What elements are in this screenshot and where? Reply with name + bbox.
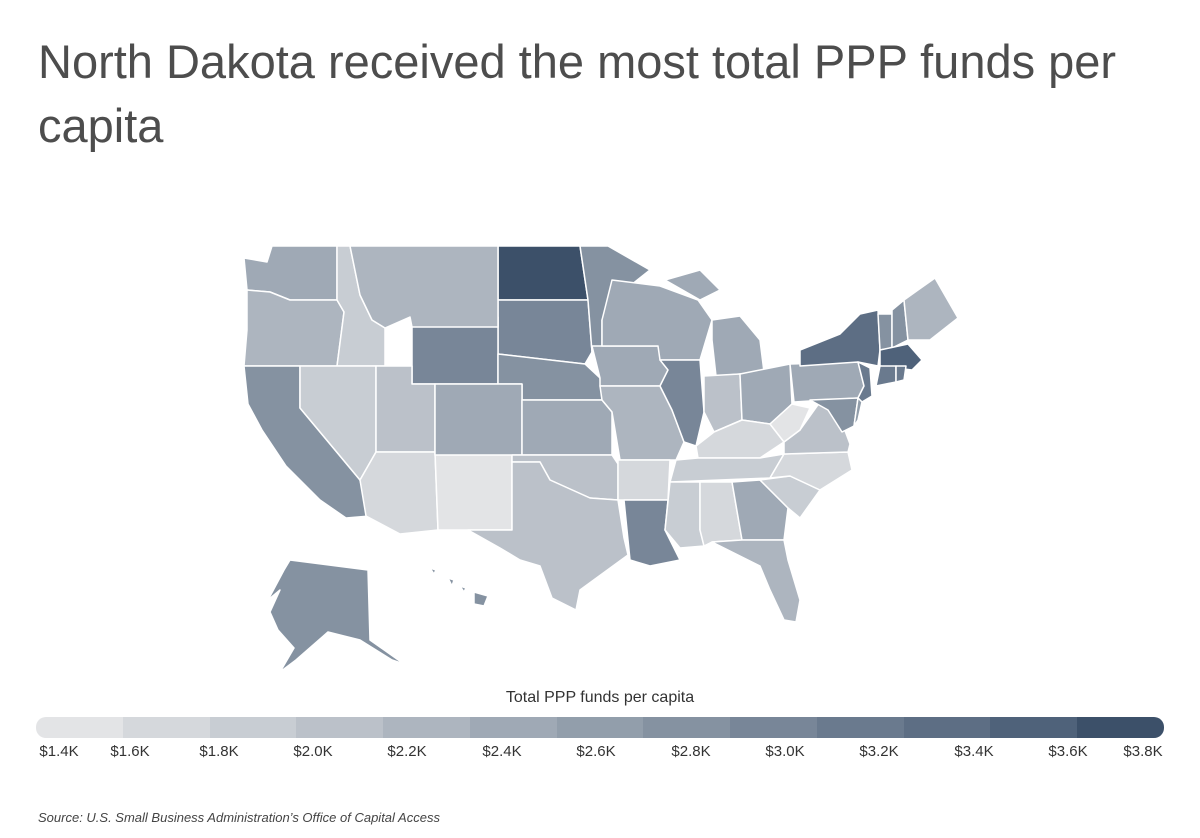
state-ct — [875, 365, 897, 387]
state-nd — [497, 245, 589, 301]
legend-tick-label: $1.4K — [39, 743, 79, 760]
state-wv — [769, 403, 811, 443]
state-ny — [799, 309, 881, 367]
legend-color-step — [36, 717, 123, 738]
legend-color-step — [903, 717, 991, 738]
state-ia — [591, 345, 669, 387]
state-or — [243, 289, 345, 367]
state-ri — [895, 365, 907, 383]
state-md — [809, 397, 859, 433]
legend-color-step — [990, 717, 1078, 738]
state-ks — [521, 399, 613, 456]
state-co — [434, 383, 523, 456]
legend-tick-label: $1.6K — [110, 743, 150, 760]
state-nm — [434, 451, 513, 531]
state-tx — [467, 461, 629, 611]
legend-tick-label: $2.8K — [671, 743, 711, 760]
state-ms — [664, 481, 705, 549]
state-fl — [711, 539, 801, 623]
legend-color-step — [383, 717, 470, 738]
legend-tick-label: $3.2K — [859, 743, 899, 760]
legend-tick-label: $2.6K — [576, 743, 616, 760]
legend-color-step — [1077, 717, 1164, 738]
state-vt — [877, 313, 893, 351]
legend-color-step — [209, 717, 297, 738]
state-ak — [267, 559, 405, 673]
state-tn — [669, 453, 785, 483]
legend-color-step — [643, 717, 731, 738]
legend-tick-label: $3.6K — [1048, 743, 1088, 760]
legend-color-step — [122, 717, 210, 738]
legend-tick-label: $3.0K — [765, 743, 805, 760]
state-il — [659, 359, 705, 447]
legend-color-scale — [36, 717, 1164, 738]
legend-color-step — [469, 717, 557, 738]
us-choropleth-map — [243, 245, 959, 673]
legend-color-step — [816, 717, 904, 738]
legend-title: Total PPP funds per capita — [505, 689, 695, 706]
legend-color-step — [556, 717, 644, 738]
state-de — [853, 397, 863, 427]
legend-tick-label: $2.4K — [482, 743, 522, 760]
legend-color-step — [296, 717, 384, 738]
state-az — [359, 451, 439, 535]
state-ar — [617, 459, 671, 501]
legend-tick-label: $3.8K — [1123, 743, 1163, 760]
legend-tick-label: $2.2K — [387, 743, 427, 760]
state-hi — [429, 567, 489, 607]
legend-tick-label: $3.4K — [954, 743, 994, 760]
legend-tick-label: $1.8K — [199, 743, 239, 760]
state-pa — [789, 361, 865, 403]
legend-tick-label: $2.0K — [293, 743, 333, 760]
source-note: Source: U.S. Small Business Administrati… — [38, 810, 440, 825]
state-sd — [497, 299, 593, 365]
legend-color-step — [730, 717, 817, 738]
state-mt — [349, 245, 499, 329]
chart-title: North Dakota received the most total PPP… — [38, 35, 1117, 152]
state-me — [903, 277, 959, 341]
state-ma — [879, 343, 923, 371]
